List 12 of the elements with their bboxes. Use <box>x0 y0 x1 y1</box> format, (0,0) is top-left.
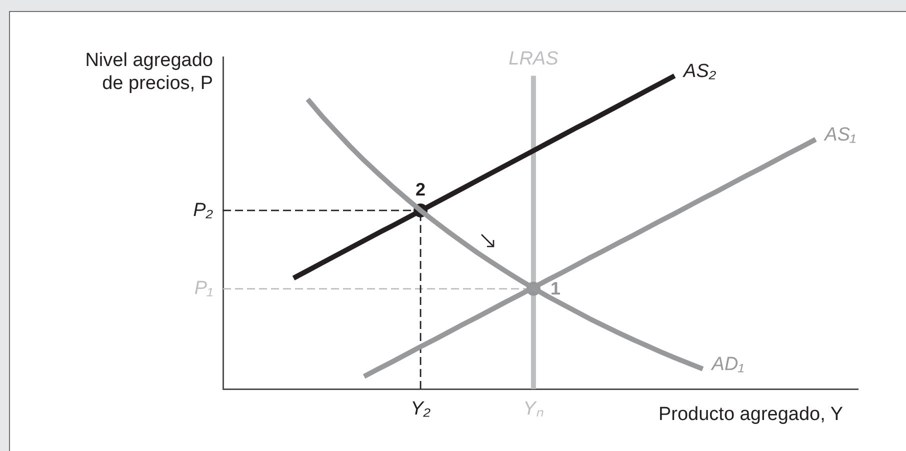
x-tick-label: Yₙ <box>523 398 544 420</box>
y-axis-title: Nivel agregado de precios, P <box>85 50 213 94</box>
annotation: 2 <box>416 179 426 200</box>
ref-line-label: P₁ <box>194 278 213 300</box>
ref-line-label: P₂ <box>193 200 214 221</box>
series-label: AS₂ <box>682 61 717 82</box>
annotation: 1 <box>550 278 560 299</box>
x-axis-title: Producto agregado, Y <box>658 404 844 425</box>
series-label: AS₁ <box>824 124 856 146</box>
ref-line-label: LRAS <box>508 48 559 70</box>
series-label: AD₁ <box>710 354 744 376</box>
x-tick-label: Y₂ <box>410 398 432 420</box>
